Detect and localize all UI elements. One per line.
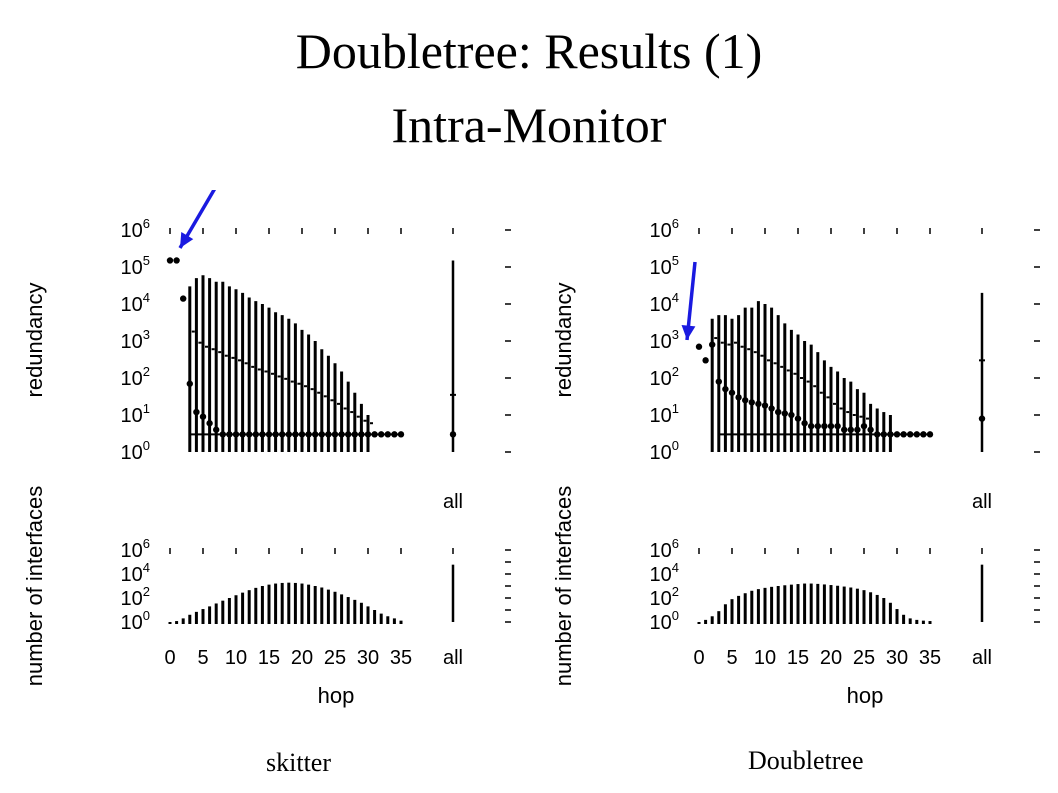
hop-tick-label: 30 — [357, 647, 379, 669]
median-point — [180, 295, 187, 302]
median-point — [841, 426, 848, 433]
redundancy-axis-label: redundancy — [22, 283, 47, 398]
redundancy-tick-label: 103 — [121, 327, 150, 353]
hop-tick-label: 35 — [919, 647, 941, 669]
hop-tick-label: 5 — [726, 647, 737, 669]
redundancy-tick-label: 103 — [650, 327, 679, 353]
hop-tick-label: 5 — [197, 647, 208, 669]
hop-axis-label: hop — [318, 683, 355, 708]
chart-skitter: 100101102103104105106allredundancy100102… — [22, 190, 511, 708]
median-point — [821, 422, 828, 430]
interfaces-tick-label: 106 — [650, 536, 679, 562]
interfaces-axis-label: number of interfaces — [22, 486, 47, 687]
median-point — [847, 426, 854, 433]
caption-doubletree: Doubletree — [748, 746, 864, 775]
hop-tick-label: 35 — [390, 647, 412, 669]
median-point — [827, 422, 835, 430]
redundancy-tick-label: 101 — [121, 401, 150, 427]
all-median-point — [978, 415, 986, 422]
median-point — [722, 385, 729, 393]
interfaces-tick-label: 102 — [650, 584, 679, 610]
redundancy-axis-label: redundancy — [551, 283, 576, 398]
chart-doubletree: 100101102103104105106allredundancy100102… — [551, 216, 1040, 708]
all-median-point — [449, 431, 457, 438]
median-point — [173, 257, 180, 264]
redundancy-tick-label: 100 — [121, 438, 150, 464]
median-point — [867, 426, 874, 433]
hop-tick-label: all — [972, 647, 992, 669]
hop-tick-label: 15 — [258, 647, 280, 669]
median-point — [794, 415, 802, 422]
hop-tick-label: 20 — [291, 647, 313, 669]
hop-tick-label: 10 — [754, 647, 776, 669]
hop-tick-label: 20 — [820, 647, 842, 669]
hop-tick-label: 0 — [164, 647, 175, 669]
caption-skitter: skitter — [266, 748, 331, 777]
redundancy-tick-label: 100 — [650, 438, 679, 464]
hop-axis-label: hop — [847, 683, 884, 708]
median-point — [709, 341, 716, 348]
redundancy-tick-label: 106 — [121, 216, 150, 242]
median-point — [761, 402, 769, 409]
median-point — [735, 394, 742, 401]
redundancy-tick-label: 102 — [121, 364, 150, 390]
median-point — [715, 378, 722, 385]
median-point — [748, 399, 755, 406]
median-point — [834, 422, 841, 430]
median-point — [695, 343, 703, 350]
median-point — [193, 408, 200, 416]
median-point — [755, 400, 762, 408]
median-point — [808, 422, 815, 430]
interfaces-tick-label: 102 — [121, 584, 150, 610]
arrow-head — [681, 324, 696, 340]
slide-title-line2: Intra-Monitor — [391, 97, 667, 153]
hop-tick-label: 30 — [886, 647, 908, 669]
hop-tick-label: all — [443, 647, 463, 669]
redundancy-tick-label: 105 — [121, 253, 150, 279]
all-label-top: all — [443, 491, 463, 513]
median-point — [742, 397, 749, 404]
arrow-head — [180, 232, 194, 248]
median-point — [728, 389, 736, 396]
median-point — [166, 257, 174, 264]
interfaces-tick-label: 100 — [650, 608, 679, 634]
median-point — [206, 420, 213, 427]
hop-tick-label: 25 — [853, 647, 875, 669]
interfaces-tick-label: 104 — [121, 560, 150, 586]
interfaces-tick-label: 106 — [121, 536, 150, 562]
median-point — [186, 380, 193, 387]
median-point — [801, 420, 808, 427]
median-point — [781, 410, 788, 417]
median-point — [702, 357, 709, 364]
median-point — [213, 426, 220, 433]
hop-tick-label: 15 — [787, 647, 809, 669]
median-point — [775, 408, 782, 416]
interfaces-tick-label: 104 — [650, 560, 679, 586]
redundancy-tick-label: 101 — [650, 401, 679, 427]
median-point — [199, 413, 207, 420]
interfaces-tick-label: 100 — [121, 608, 150, 634]
redundancy-tick-label: 104 — [650, 290, 679, 316]
all-label-top: all — [972, 491, 992, 513]
redundancy-tick-label: 106 — [650, 216, 679, 242]
redundancy-tick-label: 102 — [650, 364, 679, 390]
hop-tick-label: 25 — [324, 647, 346, 669]
hop-tick-label: 0 — [693, 647, 704, 669]
median-point — [788, 411, 795, 419]
hop-tick-label: 10 — [225, 647, 247, 669]
median-point — [814, 422, 821, 430]
slide-title-line1: Doubletree: Results (1) — [295, 23, 763, 79]
median-point — [854, 426, 861, 433]
interfaces-axis-label: number of interfaces — [551, 486, 576, 687]
redundancy-tick-label: 105 — [650, 253, 679, 279]
median-point — [860, 422, 868, 430]
median-point — [768, 405, 775, 412]
redundancy-tick-label: 104 — [121, 290, 150, 316]
